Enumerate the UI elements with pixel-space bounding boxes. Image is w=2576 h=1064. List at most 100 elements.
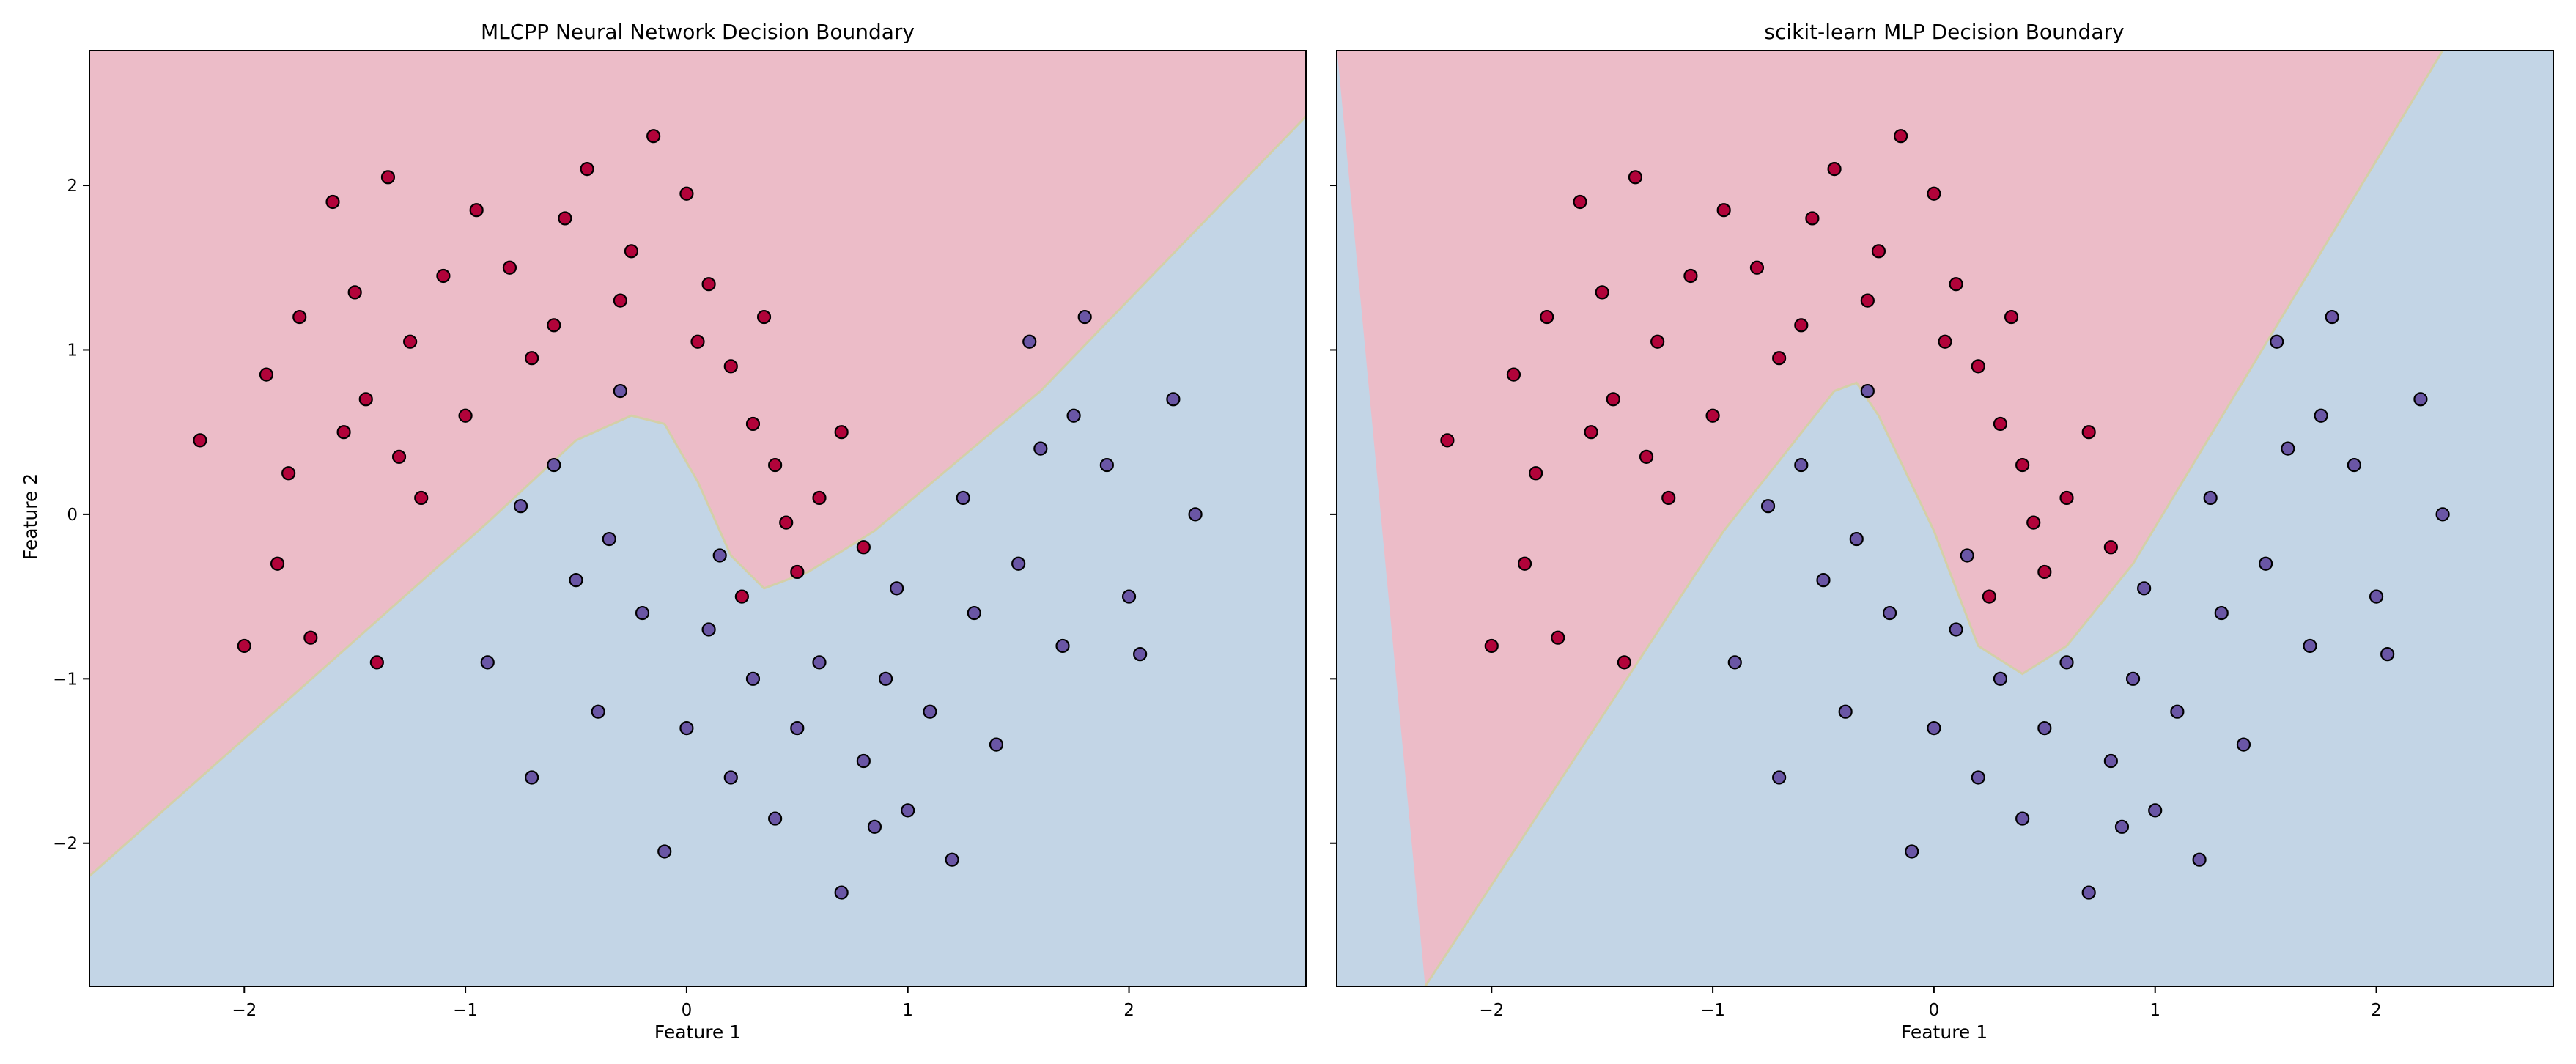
left-point-class-1 bbox=[701, 622, 716, 637]
left-point-class-1 bbox=[635, 605, 650, 621]
right-point-class-1 bbox=[1905, 844, 1919, 859]
right-point-class-1 bbox=[1727, 655, 1742, 670]
right-point-class-1 bbox=[2192, 852, 2207, 867]
left-point-class-1 bbox=[602, 531, 616, 547]
right-point-class-1 bbox=[2413, 392, 2428, 407]
left-point-class-0 bbox=[734, 589, 749, 604]
left-y-tick-label: 0 bbox=[67, 506, 78, 525]
right-point-class-1 bbox=[2281, 441, 2295, 456]
right-point-class-1 bbox=[2347, 457, 2361, 473]
left-x-tick-label: −1 bbox=[453, 1001, 478, 1020]
left-point-class-0 bbox=[469, 203, 484, 218]
left-point-class-1 bbox=[1077, 309, 1092, 325]
right-x-axis-label: Feature 1 bbox=[1901, 1021, 1988, 1043]
left-point-class-1 bbox=[1188, 507, 1203, 522]
right-x-tick-label: 0 bbox=[1929, 1001, 1940, 1020]
right-point-class-0 bbox=[1484, 638, 1499, 654]
right-x-tick-label: 1 bbox=[2149, 1001, 2160, 1020]
right-point-class-0 bbox=[1517, 556, 1532, 571]
left-point-class-0 bbox=[237, 638, 251, 654]
left-chart-title: MLCPP Neural Network Decision Boundary bbox=[481, 20, 915, 44]
right-point-class-0 bbox=[1551, 630, 1565, 645]
right-axes-frame bbox=[1336, 50, 2554, 987]
left-point-class-0 bbox=[558, 211, 572, 226]
left-point-class-0 bbox=[790, 564, 805, 580]
left-point-class-0 bbox=[756, 309, 772, 325]
left-point-class-1 bbox=[723, 770, 738, 785]
right-point-class-1 bbox=[2037, 721, 2052, 736]
right-point-class-1 bbox=[1816, 573, 1831, 588]
left-point-class-0 bbox=[834, 425, 849, 440]
left-point-class-1 bbox=[967, 605, 981, 621]
right-region-class-0 bbox=[1337, 51, 2443, 986]
left-point-class-1 bbox=[812, 655, 827, 670]
left-point-class-0 bbox=[458, 408, 473, 423]
left-point-class-1 bbox=[890, 581, 904, 596]
left-point-class-0 bbox=[547, 318, 561, 333]
left-point-class-0 bbox=[292, 309, 307, 325]
right-point-class-0 bbox=[1894, 129, 1908, 144]
left-chart-panel: MLCPP Neural Network Decision Boundary F… bbox=[20, 20, 1307, 1043]
right-point-class-1 bbox=[1772, 770, 1787, 785]
right-point-class-0 bbox=[1606, 392, 1620, 407]
right-point-class-0 bbox=[2037, 564, 2052, 580]
left-point-class-0 bbox=[812, 490, 827, 506]
right-chart-panel: scikit-learn MLP Decision Boundary Featu… bbox=[1330, 20, 2554, 1043]
left-point-class-1 bbox=[901, 803, 915, 818]
left-axes-frame bbox=[89, 50, 1307, 987]
left-point-class-1 bbox=[1066, 408, 1081, 423]
right-decision-boundary bbox=[1424, 51, 2444, 986]
right-chart-title: scikit-learn MLP Decision Boundary bbox=[1764, 20, 2124, 44]
right-plot-area bbox=[1337, 51, 2553, 986]
right-point-class-0 bbox=[1529, 466, 1543, 481]
left-point-class-0 bbox=[613, 293, 627, 308]
left-point-class-0 bbox=[325, 194, 340, 210]
right-point-class-0 bbox=[1772, 351, 1787, 366]
right-point-class-1 bbox=[1838, 704, 1853, 719]
right-point-class-0 bbox=[1938, 334, 1952, 349]
left-point-class-1 bbox=[878, 671, 893, 686]
left-point-class-0 bbox=[303, 630, 318, 645]
left-point-class-1 bbox=[1055, 638, 1070, 654]
right-point-class-0 bbox=[1993, 416, 2008, 432]
left-point-class-1 bbox=[790, 721, 805, 736]
right-point-class-0 bbox=[2004, 309, 2019, 325]
right-point-class-1 bbox=[2380, 647, 2395, 662]
left-point-class-1 bbox=[513, 499, 528, 514]
right-point-class-1 bbox=[1927, 721, 1941, 736]
right-point-class-0 bbox=[1661, 490, 1676, 506]
right-point-class-0 bbox=[1540, 309, 1554, 325]
right-point-class-1 bbox=[2270, 334, 2284, 349]
left-x-tick-label: 1 bbox=[902, 1001, 913, 1020]
left-point-class-0 bbox=[336, 425, 351, 440]
left-point-class-0 bbox=[701, 277, 716, 292]
left-point-class-0 bbox=[414, 490, 429, 506]
right-point-class-1 bbox=[1760, 499, 1776, 514]
left-point-class-1 bbox=[989, 737, 1004, 752]
left-point-class-1 bbox=[525, 770, 539, 785]
left-point-class-1 bbox=[480, 655, 495, 670]
left-point-class-0 bbox=[646, 129, 661, 144]
right-point-class-1 bbox=[1860, 383, 1875, 399]
right-point-class-0 bbox=[1982, 589, 1996, 604]
left-y-tick-label: 1 bbox=[67, 341, 78, 360]
left-point-class-0 bbox=[347, 285, 362, 300]
right-point-class-1 bbox=[2148, 803, 2163, 818]
left-plot-area bbox=[89, 51, 1306, 986]
right-point-class-1 bbox=[2303, 638, 2317, 654]
right-point-class-0 bbox=[2026, 515, 2041, 530]
left-point-class-1 bbox=[1033, 441, 1048, 456]
right-point-class-0 bbox=[2081, 425, 2096, 440]
right-point-class-0 bbox=[1705, 408, 1720, 423]
left-point-class-1 bbox=[923, 704, 937, 719]
left-point-class-1 bbox=[1133, 647, 1148, 662]
left-point-class-0 bbox=[580, 161, 594, 177]
right-point-class-1 bbox=[1993, 671, 2008, 686]
right-point-class-1 bbox=[2015, 811, 2030, 826]
right-point-class-0 bbox=[1805, 211, 1820, 226]
right-point-class-0 bbox=[1650, 334, 1665, 349]
left-point-class-0 bbox=[690, 334, 705, 349]
left-point-class-0 bbox=[259, 367, 274, 382]
right-point-class-1 bbox=[1960, 548, 1974, 563]
